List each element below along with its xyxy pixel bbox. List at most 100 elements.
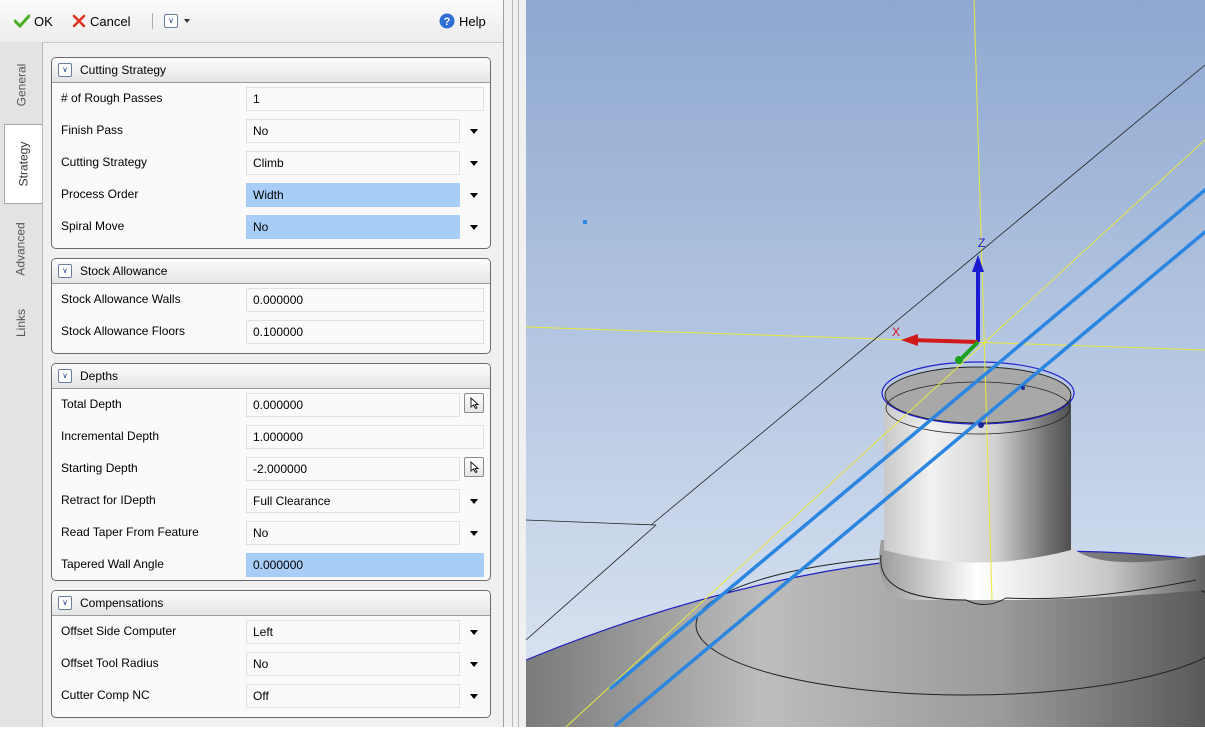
dropdown-arrow-icon[interactable] xyxy=(466,525,482,541)
3d-viewport[interactable]: Z X xyxy=(525,0,1205,728)
property-label: Starting Depth xyxy=(61,461,138,475)
svg-text:?: ? xyxy=(444,16,451,28)
ok-button[interactable]: OK xyxy=(14,12,53,30)
property-label: Tapered Wall Angle xyxy=(61,557,164,571)
depths-header[interactable]: ∨ Depths xyxy=(52,364,490,389)
depths-group: ∨ Depths Total Depth 0.000000 Incrementa… xyxy=(51,363,491,581)
property-label: Offset Tool Radius xyxy=(61,656,159,670)
property-label: # of Rough Passes xyxy=(61,91,163,105)
tab-links-label: Links xyxy=(13,308,28,338)
rough-passes-field[interactable]: 1 xyxy=(246,87,484,111)
chevron-collapse-icon[interactable]: ∨ xyxy=(58,63,72,77)
compensations-header[interactable]: ∨ Compensations xyxy=(52,591,490,616)
property-label: Process Order xyxy=(61,187,139,201)
property-label: Total Depth xyxy=(61,397,122,411)
chevron-collapse-icon[interactable]: ∨ xyxy=(58,369,72,383)
property-label: Offset Side Computer xyxy=(61,624,177,638)
tab-links[interactable]: Links xyxy=(2,294,40,352)
property-label: Cutting Strategy xyxy=(61,155,148,169)
tab-strategy[interactable]: Strategy xyxy=(4,124,42,204)
point-marker xyxy=(583,220,587,224)
tab-advanced-label: Advanced xyxy=(14,222,28,276)
black-construction-lines xyxy=(525,64,1205,641)
property-row: Offset Tool Radius No xyxy=(52,648,490,680)
dropdown-arrow-icon[interactable] xyxy=(466,656,482,672)
property-label: Finish Pass xyxy=(61,123,124,137)
property-label: Spiral Move xyxy=(61,219,125,233)
stock-floors-field[interactable]: 0.100000 xyxy=(246,320,484,344)
help-label: Help xyxy=(459,13,486,29)
pick-pointer-button[interactable] xyxy=(464,457,484,477)
offset-tool-radius-select[interactable]: No xyxy=(246,652,460,676)
vertical-tab-strip: General Strategy Advanced Links xyxy=(0,42,43,727)
coordinate-triad xyxy=(901,255,984,364)
cutting-strategy-select[interactable]: Climb xyxy=(246,151,460,175)
property-row: Finish Pass No xyxy=(52,115,490,147)
property-row: Spiral Move No xyxy=(52,211,490,243)
dropdown-arrow-icon xyxy=(184,19,190,23)
help-icon: ? xyxy=(439,13,455,29)
property-label: Retract for IDepth xyxy=(61,493,156,507)
group-title: Depths xyxy=(80,369,119,383)
chevron-collapse-icon[interactable]: ∨ xyxy=(58,596,72,610)
cursor-icon xyxy=(470,461,480,473)
collapse-all-button[interactable]: ∨ xyxy=(164,12,192,30)
dropdown-arrow-icon[interactable] xyxy=(466,155,482,171)
property-row: Process Order Width xyxy=(52,179,490,211)
starting-depth-field[interactable]: -2.000000 xyxy=(246,457,460,481)
retract-select[interactable]: Full Clearance xyxy=(246,489,460,513)
tab-advanced[interactable]: Advanced xyxy=(2,204,40,294)
cylinder-boss xyxy=(881,361,1075,563)
tapered-wall-angle-field[interactable]: 0.000000 xyxy=(246,553,484,577)
cursor-icon xyxy=(470,397,480,409)
property-label: Stock Allowance Floors xyxy=(61,324,186,338)
property-row: Retract for IDepth Full Clearance xyxy=(52,485,490,517)
property-row: Stock Allowance Walls 0.000000 xyxy=(52,284,490,316)
point-marker xyxy=(978,422,984,428)
yellow-axis-lines xyxy=(525,0,1205,728)
dropdown-arrow-icon[interactable] xyxy=(466,688,482,704)
property-row: Tapered Wall Angle 0.000000 xyxy=(52,549,490,580)
help-button[interactable]: ? Help xyxy=(439,12,486,30)
dropdown-arrow-icon[interactable] xyxy=(466,187,482,203)
tab-general-label: General xyxy=(14,63,29,107)
pick-pointer-button[interactable] xyxy=(464,393,484,413)
read-taper-select[interactable]: No xyxy=(246,521,460,545)
cancel-button[interactable]: Cancel xyxy=(72,12,130,30)
dropdown-arrow-icon[interactable] xyxy=(466,219,482,235)
group-title: Compensations xyxy=(80,596,164,610)
property-row: Offset Side Computer Left xyxy=(52,616,490,648)
group-title: Cutting Strategy xyxy=(80,63,167,77)
spiral-move-select[interactable]: No xyxy=(246,215,460,239)
total-depth-field[interactable]: 0.000000 xyxy=(246,393,460,417)
incremental-depth-field[interactable]: 1.000000 xyxy=(246,425,484,449)
fillet-edge xyxy=(880,554,1197,605)
splitter-line xyxy=(512,0,513,727)
dropdown-arrow-icon[interactable] xyxy=(466,624,482,640)
property-row: Cutting Strategy Climb xyxy=(52,147,490,179)
finish-pass-select[interactable]: No xyxy=(246,119,460,143)
compensations-group: ∨ Compensations Offset Side Computer Lef… xyxy=(51,590,491,718)
toolbar: OK Cancel ∨ ? Help xyxy=(0,0,503,43)
property-label: Cutter Comp NC xyxy=(61,688,150,702)
x-axis-label: X xyxy=(892,325,900,339)
chevron-collapse-icon[interactable]: ∨ xyxy=(58,264,72,278)
stock-allowance-header[interactable]: ∨ Stock Allowance xyxy=(52,259,490,284)
property-row: Cutter Comp NC Off xyxy=(52,680,490,712)
property-label: Incremental Depth xyxy=(61,429,160,443)
tab-strategy-label: Strategy xyxy=(16,141,31,187)
property-row: Total Depth 0.000000 xyxy=(52,389,490,421)
property-row: Read Taper From Feature No xyxy=(52,517,490,549)
cutting-strategy-header[interactable]: ∨ Cutting Strategy xyxy=(52,58,490,83)
splitter-line xyxy=(518,0,519,727)
process-order-select[interactable]: Width xyxy=(246,183,460,207)
tab-general[interactable]: General xyxy=(2,46,40,124)
dropdown-arrow-icon[interactable] xyxy=(466,493,482,509)
cutter-comp-select[interactable]: Off xyxy=(246,684,460,708)
stock-walls-field[interactable]: 0.000000 xyxy=(246,288,484,312)
panel-splitter[interactable] xyxy=(504,0,526,727)
dropdown-arrow-icon[interactable] xyxy=(466,123,482,139)
stock-allowance-group: ∨ Stock Allowance Stock Allowance Walls … xyxy=(51,258,491,354)
offset-side-select[interactable]: Left xyxy=(246,620,460,644)
close-icon xyxy=(72,14,86,28)
